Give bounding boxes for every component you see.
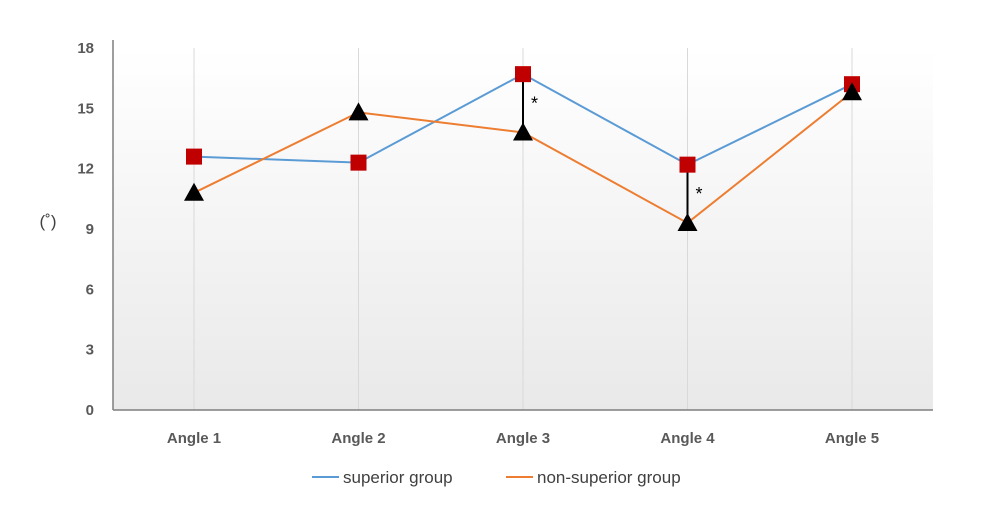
axes [112,40,933,411]
series-1-point [186,148,202,165]
y-tick-label: 15 [77,100,94,117]
y-tick-label: 18 [77,40,94,57]
significance-star: * [531,93,538,113]
legend-label-2: non-superior group [537,468,681,487]
series-1-point [679,156,696,173]
y-tick-label: 3 [86,342,94,359]
y-tick-label: 6 [86,281,94,298]
series-2-point [677,212,698,231]
series-2-point [842,82,862,101]
x-tick-label: Angle 3 [496,430,550,447]
y-tick-label: 12 [77,161,94,178]
series-2-point [348,102,369,121]
x-tick-label: Angle 5 [825,430,879,447]
legend-label-1: superior group [343,468,453,487]
y-axis-label: (˚) [40,212,57,231]
series-2-point [184,182,204,201]
x-tick-label: Angle 1 [167,430,221,447]
series-1-point [350,154,367,171]
legend: superior group non-superior group [312,468,681,487]
significance-star: * [696,184,703,204]
y-tick-label: 9 [86,221,94,238]
series-2-point [513,122,533,141]
x-tick-labels: Angle 1 Angle 2 Angle 3 Angle 4 Angle 5 [167,430,879,447]
x-tick-label: Angle 4 [660,430,715,447]
series-markers [184,66,862,231]
series-1-point [515,66,531,83]
y-tick-labels: 0 3 6 9 12 15 18 [77,40,94,419]
y-tick-label: 0 [86,402,94,419]
x-tick-label: Angle 2 [331,430,385,447]
